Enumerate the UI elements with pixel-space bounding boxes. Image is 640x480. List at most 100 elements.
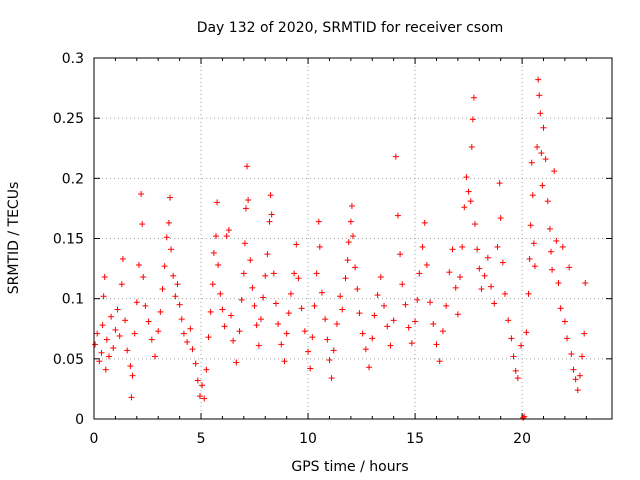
data-point [140, 274, 147, 281]
data-point [436, 358, 443, 365]
data-point [371, 312, 378, 319]
data-point [187, 325, 194, 332]
data-point [285, 310, 292, 317]
axis-ticks: 0 0.05 0.1 0.15 0.2 0.25 0.3 0 5 10 15 20 [53, 51, 612, 447]
data-point [199, 382, 206, 389]
data-point [210, 249, 217, 256]
data-point [496, 180, 503, 187]
data-point [148, 336, 155, 343]
data-point [330, 347, 337, 354]
data-point [352, 264, 359, 271]
data-point [178, 316, 185, 323]
data-point [359, 330, 366, 337]
data-point [523, 329, 530, 336]
data-point [268, 211, 275, 218]
data-point [318, 289, 325, 296]
data-point [326, 357, 333, 364]
data-point [463, 174, 470, 181]
data-point [172, 293, 179, 300]
data-point [112, 326, 119, 333]
data-point [260, 294, 267, 301]
data-point [287, 290, 294, 297]
data-point [298, 305, 305, 312]
data-point [505, 317, 512, 324]
data-point [549, 266, 556, 273]
data-point [399, 281, 406, 288]
data-point [494, 243, 501, 250]
data-point [408, 340, 415, 347]
y-tick-label: 0.1 [62, 292, 84, 308]
data-point [347, 218, 354, 225]
data-point [223, 233, 230, 240]
data-point [539, 182, 546, 189]
data-point [465, 188, 472, 195]
data-point [316, 243, 323, 250]
data-point [362, 346, 369, 353]
data-point [174, 281, 181, 288]
data-point [180, 330, 187, 337]
data-point [528, 159, 535, 166]
data-point [114, 306, 121, 313]
data-point [459, 243, 466, 250]
y-tick-label: 0 [75, 412, 84, 428]
data-point [102, 366, 109, 373]
data-point [478, 286, 485, 293]
data-point [529, 192, 536, 199]
y-tick-label: 0.2 [62, 171, 84, 187]
data-point [427, 299, 434, 306]
data-point [305, 348, 312, 355]
data-point [99, 322, 106, 329]
data-point [555, 280, 562, 287]
data-point [176, 301, 183, 308]
y-tick-label: 0.15 [53, 232, 84, 248]
data-point [128, 394, 135, 401]
data-point [209, 281, 216, 288]
data-point [369, 335, 376, 342]
data-point [101, 274, 108, 281]
data-point [527, 222, 534, 229]
data-point [105, 353, 112, 360]
data-point [546, 225, 553, 232]
data-point [227, 312, 234, 319]
data-point [394, 212, 401, 219]
data-point [339, 306, 346, 313]
data-point [266, 218, 273, 225]
data-point [392, 153, 399, 160]
data-point [213, 233, 220, 240]
data-point [412, 318, 419, 325]
data-point [291, 270, 298, 277]
data-point [414, 296, 421, 303]
data-point [131, 330, 138, 337]
data-point [244, 163, 251, 170]
data-point [481, 272, 488, 279]
data-point [484, 254, 491, 261]
data-point [203, 366, 210, 373]
data-point [155, 328, 162, 335]
x-tick-label: 20 [513, 431, 531, 447]
data-point [499, 259, 506, 266]
data-point [295, 275, 302, 282]
data-point [510, 353, 517, 360]
data-point [416, 270, 423, 277]
data-point [544, 198, 551, 205]
data-point [520, 414, 527, 421]
x-tick-label: 5 [197, 431, 206, 447]
x-tick-label: 0 [90, 431, 99, 447]
data-point [129, 372, 136, 379]
data-point [94, 330, 101, 337]
data-point [526, 255, 533, 262]
data-point [233, 359, 240, 366]
data-point [474, 246, 481, 253]
data-point [257, 316, 264, 323]
data-point [402, 301, 409, 308]
data-point [249, 284, 256, 291]
data-point [488, 283, 495, 290]
data-point [251, 302, 258, 309]
data-point [501, 290, 508, 297]
data-point [253, 322, 260, 329]
data-point [518, 342, 525, 349]
data-point [534, 144, 541, 151]
data-point [430, 320, 437, 327]
data-point [568, 351, 575, 358]
data-point [170, 272, 177, 279]
